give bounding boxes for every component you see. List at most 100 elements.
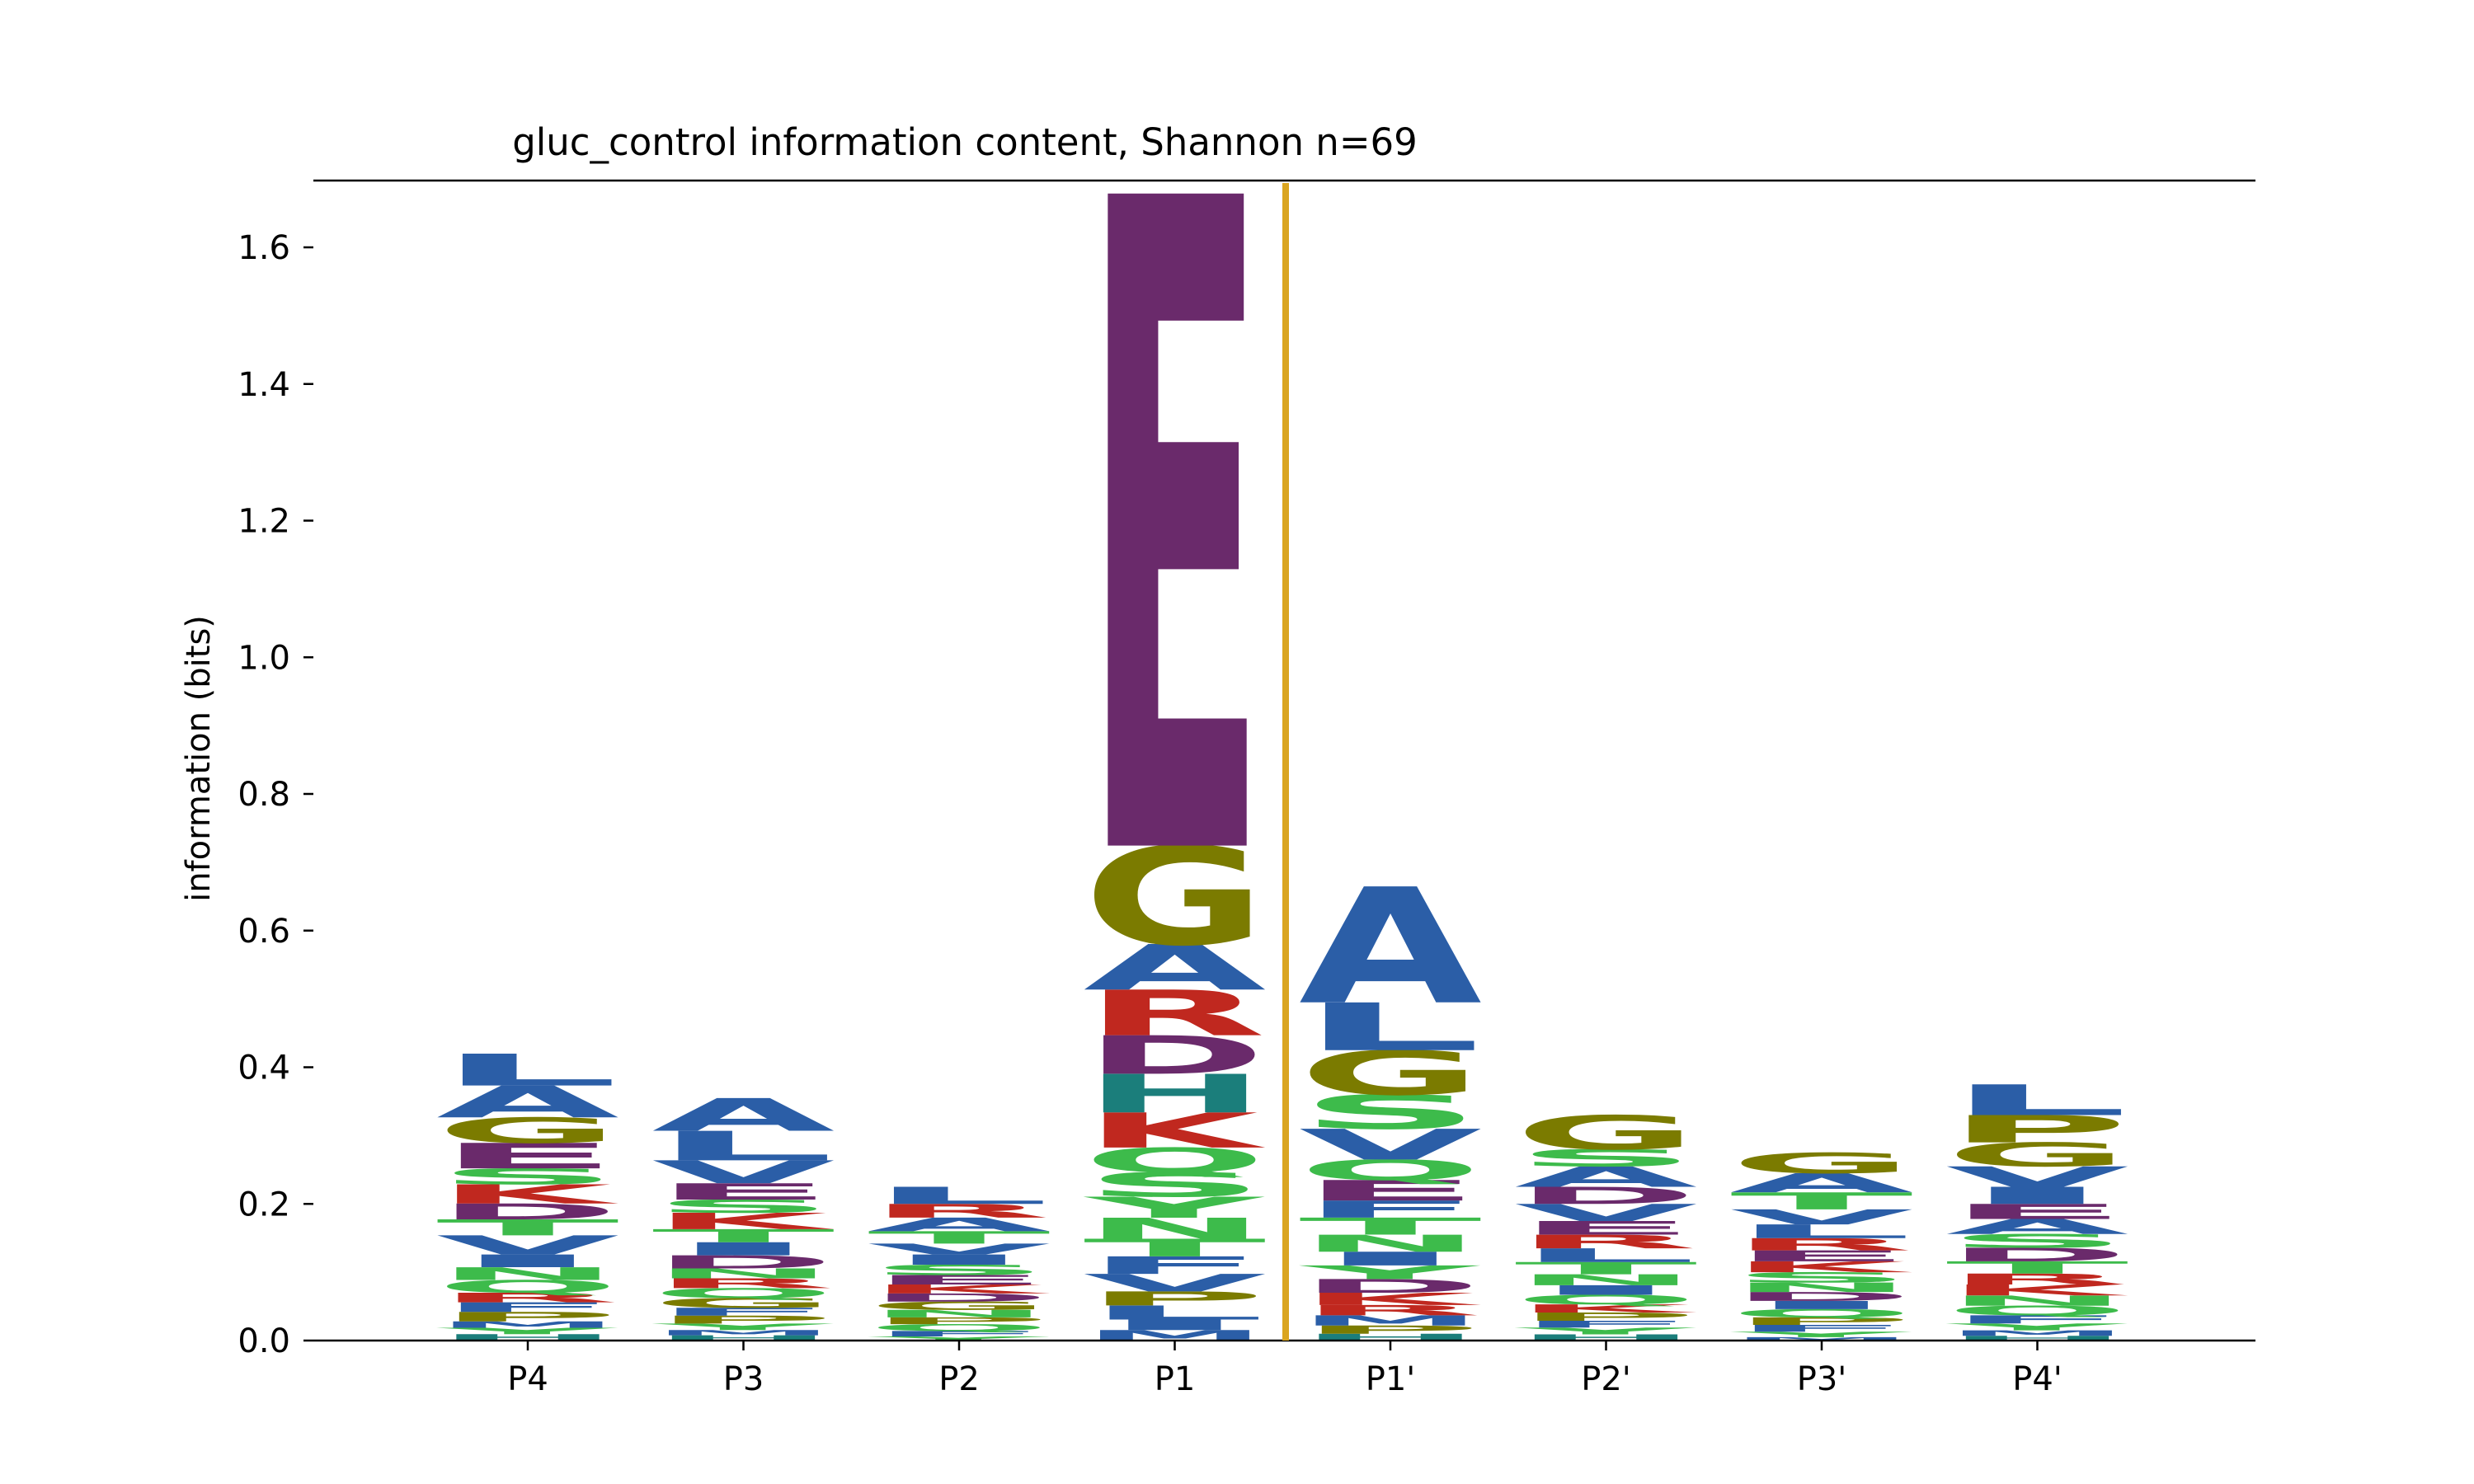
logo-letter: I	[1730, 1298, 1913, 1312]
y-tick-label: 0.8	[238, 776, 290, 814]
logo-letter: F	[652, 1306, 835, 1318]
logo-letter: E	[436, 1136, 619, 1176]
y-axis-label: information (bits)	[180, 615, 218, 902]
logo-letter: K	[1946, 1281, 2129, 1298]
logo-letter: N	[1730, 1280, 1913, 1295]
x-tick-label: P1'	[1366, 1360, 1416, 1398]
logo-letter: E	[1730, 1247, 1913, 1265]
y-tick-label: 0.6	[238, 913, 290, 951]
logo-letter: P	[436, 1309, 619, 1325]
logo-letter: D	[868, 1291, 1051, 1304]
logo-letter: I	[1084, 1317, 1267, 1333]
logo-letter: K	[1730, 1258, 1913, 1275]
logo-letter: M	[1946, 1329, 2129, 1338]
logo-letter: S	[1730, 1270, 1913, 1286]
logo-letter: Y	[1298, 1261, 1482, 1284]
logo-letter: F	[1084, 1252, 1267, 1280]
logo-letter: L	[652, 1123, 835, 1170]
logo-letter: V	[1730, 1205, 1913, 1229]
y-tick-label: 1.2	[238, 503, 290, 541]
logo-letter: D	[436, 1199, 619, 1224]
logo-letter: M	[1730, 1336, 1913, 1342]
logo-letter: P	[1730, 1315, 1913, 1327]
logo-letter: M	[1299, 1313, 1482, 1329]
logo-letter: I	[868, 1252, 1051, 1268]
logo-letter: A	[1730, 1168, 1913, 1199]
logo-letter: R	[1515, 1231, 1698, 1252]
logo-letter: F	[868, 1330, 1051, 1339]
logo-letter: E	[868, 1272, 1051, 1288]
y-tick-label: 0.2	[238, 1186, 290, 1223]
logo-letter: N	[1946, 1293, 2129, 1309]
logo-letter: A	[868, 1214, 1051, 1235]
logo-letter: Q	[1730, 1307, 1913, 1320]
logo-letter: T	[652, 1226, 835, 1247]
y-tick-label: 0.0	[238, 1322, 290, 1360]
logo-letter: V	[868, 1241, 1051, 1258]
logo-letter: K	[1515, 1302, 1698, 1315]
logo-letter: Q	[1515, 1292, 1698, 1308]
logo-letter: H	[1515, 1333, 1698, 1343]
logo-letter: K	[436, 1179, 619, 1209]
logo-letter: N	[436, 1264, 619, 1284]
logo-letter: F	[436, 1299, 619, 1315]
logo-letter: K	[1299, 1289, 1481, 1309]
logo-letter: K	[652, 1209, 835, 1235]
logo-letter: A	[1084, 932, 1267, 1004]
logo-letter: T	[868, 1228, 1051, 1247]
logo-letter: A	[1515, 1161, 1698, 1194]
logo-letter: L	[1730, 1221, 1913, 1242]
logo-letter: A	[1299, 855, 1482, 1040]
logo-letter: T	[1299, 1213, 1482, 1240]
logo-letter: P	[1084, 1288, 1267, 1310]
x-tick-label: P3	[723, 1360, 764, 1398]
logo-letter: Y	[1082, 1190, 1265, 1224]
logo-letter: A	[1946, 1215, 2129, 1239]
logo-letter: Q	[436, 1276, 619, 1297]
logo-letter: Y	[1513, 1326, 1696, 1336]
logo-letter: E	[1515, 1218, 1698, 1239]
logo-letter: N	[652, 1266, 835, 1281]
logo-letter: D	[1084, 1025, 1267, 1087]
logo-letter: D	[1299, 1275, 1482, 1297]
x-axis-ticks: P4 P3 P2 P1 P1' P2' P3' P4'	[507, 1341, 2062, 1398]
logo-letter: R	[652, 1275, 835, 1291]
logo-letter: I	[1515, 1283, 1698, 1298]
logo-letter: L	[436, 1045, 619, 1096]
x-tick-label: P1	[1155, 1360, 1196, 1398]
logo-letter: Y	[651, 1322, 834, 1332]
logo-letter: M	[652, 1329, 835, 1337]
logo-letter: Y	[1945, 1322, 2128, 1332]
y-axis-ticks: 0.0 0.2 0.4 0.6 0.8 1.0 1.2 1.4 1.6	[238, 229, 313, 1360]
logo-letter: I	[652, 1238, 835, 1259]
logo-letter: Q	[1299, 1154, 1482, 1187]
logo-letter: Q	[1084, 1141, 1267, 1180]
logo-letter: R	[436, 1290, 619, 1305]
logo-letter: Q	[868, 1322, 1051, 1333]
logo-letter: H	[1946, 1335, 2129, 1342]
logo-letter: P	[1515, 1310, 1698, 1323]
logo-letter: S	[1084, 1166, 1267, 1205]
logo-letter: T	[436, 1215, 619, 1241]
logo-letter: G	[1299, 1038, 1482, 1109]
logo-letter: S	[652, 1196, 835, 1217]
logo-letter: I	[1299, 1248, 1482, 1270]
logo-letter: Q	[652, 1285, 835, 1301]
logo-letter: L	[1084, 1302, 1267, 1324]
logo-letter: V	[1084, 1269, 1267, 1297]
logo-letter: R	[868, 1200, 1051, 1222]
logo-letter: N	[1299, 1230, 1482, 1257]
logo-letter: R	[1299, 1303, 1482, 1319]
logo-letter: I	[436, 1251, 619, 1271]
logo-letter: E	[652, 1179, 835, 1205]
logo-letter: P	[1946, 1108, 2129, 1152]
logo-letter: E	[1084, 16, 1267, 1057]
logo-letter: G	[1730, 1148, 1913, 1181]
